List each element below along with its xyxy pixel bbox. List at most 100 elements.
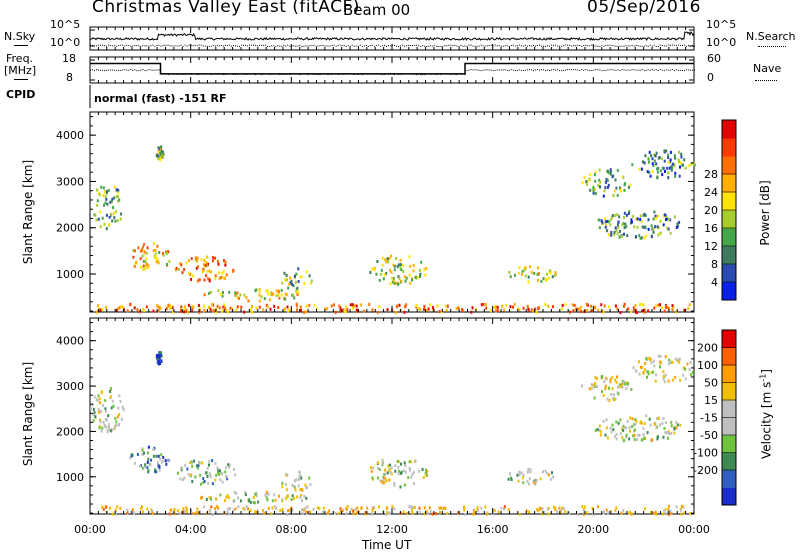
nave-dot	[577, 69, 579, 71]
power-cell	[216, 259, 219, 263]
power-cell	[295, 272, 298, 276]
velocity-cell	[214, 478, 217, 482]
nave-dot	[667, 69, 669, 71]
velocity-cell	[603, 380, 606, 384]
velocity-cell	[527, 467, 530, 471]
power-cell	[395, 257, 398, 260]
nave-dot	[323, 73, 325, 75]
power-cell	[122, 306, 125, 310]
velocity-cell	[209, 509, 211, 513]
nsearch-dot	[210, 45, 212, 47]
nsearch-dot	[319, 45, 321, 47]
velocity-cell	[333, 511, 336, 515]
power-cell	[222, 291, 224, 294]
power-cell	[408, 255, 411, 259]
power-cell	[230, 307, 233, 311]
power-cell	[670, 168, 673, 172]
power-cell	[353, 304, 356, 308]
power-cell	[624, 222, 627, 226]
nsearch-dot	[563, 44, 565, 46]
velocity-cell	[516, 473, 519, 477]
velocity-cell	[542, 470, 544, 474]
power-cell	[234, 291, 237, 295]
nave-dot	[545, 70, 547, 72]
velocity-cell	[232, 499, 235, 503]
nsearch-dot	[309, 45, 311, 47]
velocity-cell	[662, 375, 665, 378]
nave-dot	[571, 69, 573, 71]
power-cell	[254, 289, 257, 293]
power-cell	[664, 170, 666, 173]
velocity-cell	[423, 506, 426, 510]
nsearch-dot	[462, 45, 464, 47]
velocity-cell	[278, 494, 280, 498]
power-cell	[132, 248, 135, 252]
freq-tick-top: 18	[62, 52, 76, 65]
power-cell	[654, 214, 657, 218]
power-cell	[205, 274, 208, 278]
nave-dot	[257, 73, 259, 75]
power-cell	[598, 218, 601, 222]
power-cell	[668, 166, 671, 170]
power-cell	[188, 271, 191, 275]
velocity-cell	[472, 508, 475, 512]
velocity-cell	[256, 509, 259, 513]
nave-dot	[601, 70, 603, 72]
power-cell	[431, 306, 434, 310]
velocity-cell	[657, 354, 660, 358]
power-cell	[542, 277, 545, 281]
nave-dot	[673, 70, 675, 72]
power-cell	[387, 260, 390, 264]
velocity-cell	[161, 459, 164, 463]
nave-dot	[166, 73, 168, 75]
nsearch-dot	[140, 45, 142, 47]
velocity-cell	[190, 461, 193, 465]
velocity-cell	[298, 478, 300, 481]
velocity-cell	[440, 506, 443, 510]
nave-dot	[420, 74, 422, 76]
power-cell	[641, 309, 644, 313]
velocity-cell	[674, 375, 677, 379]
velocity-cell	[390, 466, 393, 470]
power-cell	[284, 292, 287, 296]
velocity-cell	[602, 419, 605, 423]
power-cell	[258, 299, 261, 303]
power-cell	[326, 307, 329, 311]
power-cell	[154, 249, 157, 252]
power-cell	[156, 244, 159, 248]
nsearch-dot	[617, 45, 619, 47]
velocity-cell	[400, 462, 402, 466]
nsearch-dot	[277, 45, 279, 47]
power-cell	[118, 306, 121, 310]
velocity-cell	[354, 507, 357, 511]
velocity-cell	[662, 370, 665, 374]
velocity-cell	[642, 371, 645, 375]
velocity-colorbar-swatch	[722, 400, 736, 418]
power-cell	[236, 305, 239, 309]
velocity-cell	[162, 455, 165, 459]
velocity-cell	[604, 433, 607, 437]
velocity-cell	[621, 383, 624, 386]
velocity-cell	[142, 510, 144, 514]
power-cell	[666, 166, 669, 170]
nave-dot	[575, 69, 577, 71]
nsearch-dot	[124, 45, 126, 47]
power-cell	[187, 303, 190, 307]
power-cell	[113, 185, 116, 189]
power-cell	[602, 194, 605, 198]
power-cell	[646, 170, 649, 174]
power-cell	[536, 266, 539, 270]
power-cell	[537, 278, 539, 282]
nsearch-dot	[204, 45, 206, 47]
nsearch-dot	[579, 44, 581, 46]
nsearch-dot	[289, 45, 291, 47]
nave-dot	[355, 73, 357, 75]
velocity-cell	[110, 406, 113, 410]
velocity-cell	[301, 488, 304, 492]
power-cell	[165, 307, 168, 311]
velocity-cell	[372, 466, 375, 470]
nave-dot	[450, 73, 452, 75]
power-cell	[554, 273, 557, 277]
velocity-cell	[640, 438, 643, 442]
power-cell	[288, 282, 291, 286]
